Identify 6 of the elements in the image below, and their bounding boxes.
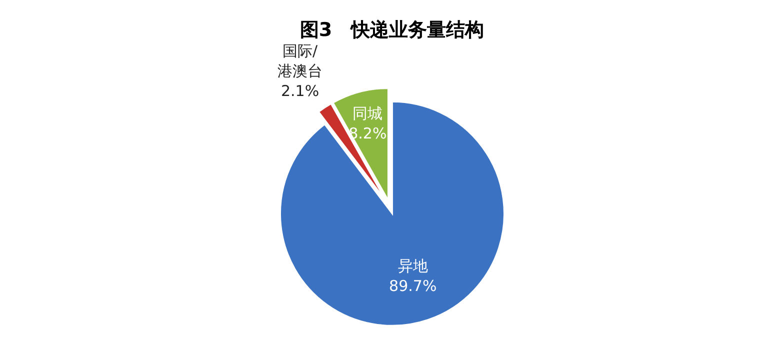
chart-title: 图3 快递业务量结构 bbox=[300, 19, 484, 41]
slice-label: 国际/港澳台 bbox=[278, 42, 323, 80]
data-label: 89.7% bbox=[389, 277, 437, 296]
slice-label: 异地 bbox=[398, 257, 428, 276]
data-label: 2.1% bbox=[281, 82, 320, 100]
slice-label: 同城 bbox=[352, 104, 383, 122]
